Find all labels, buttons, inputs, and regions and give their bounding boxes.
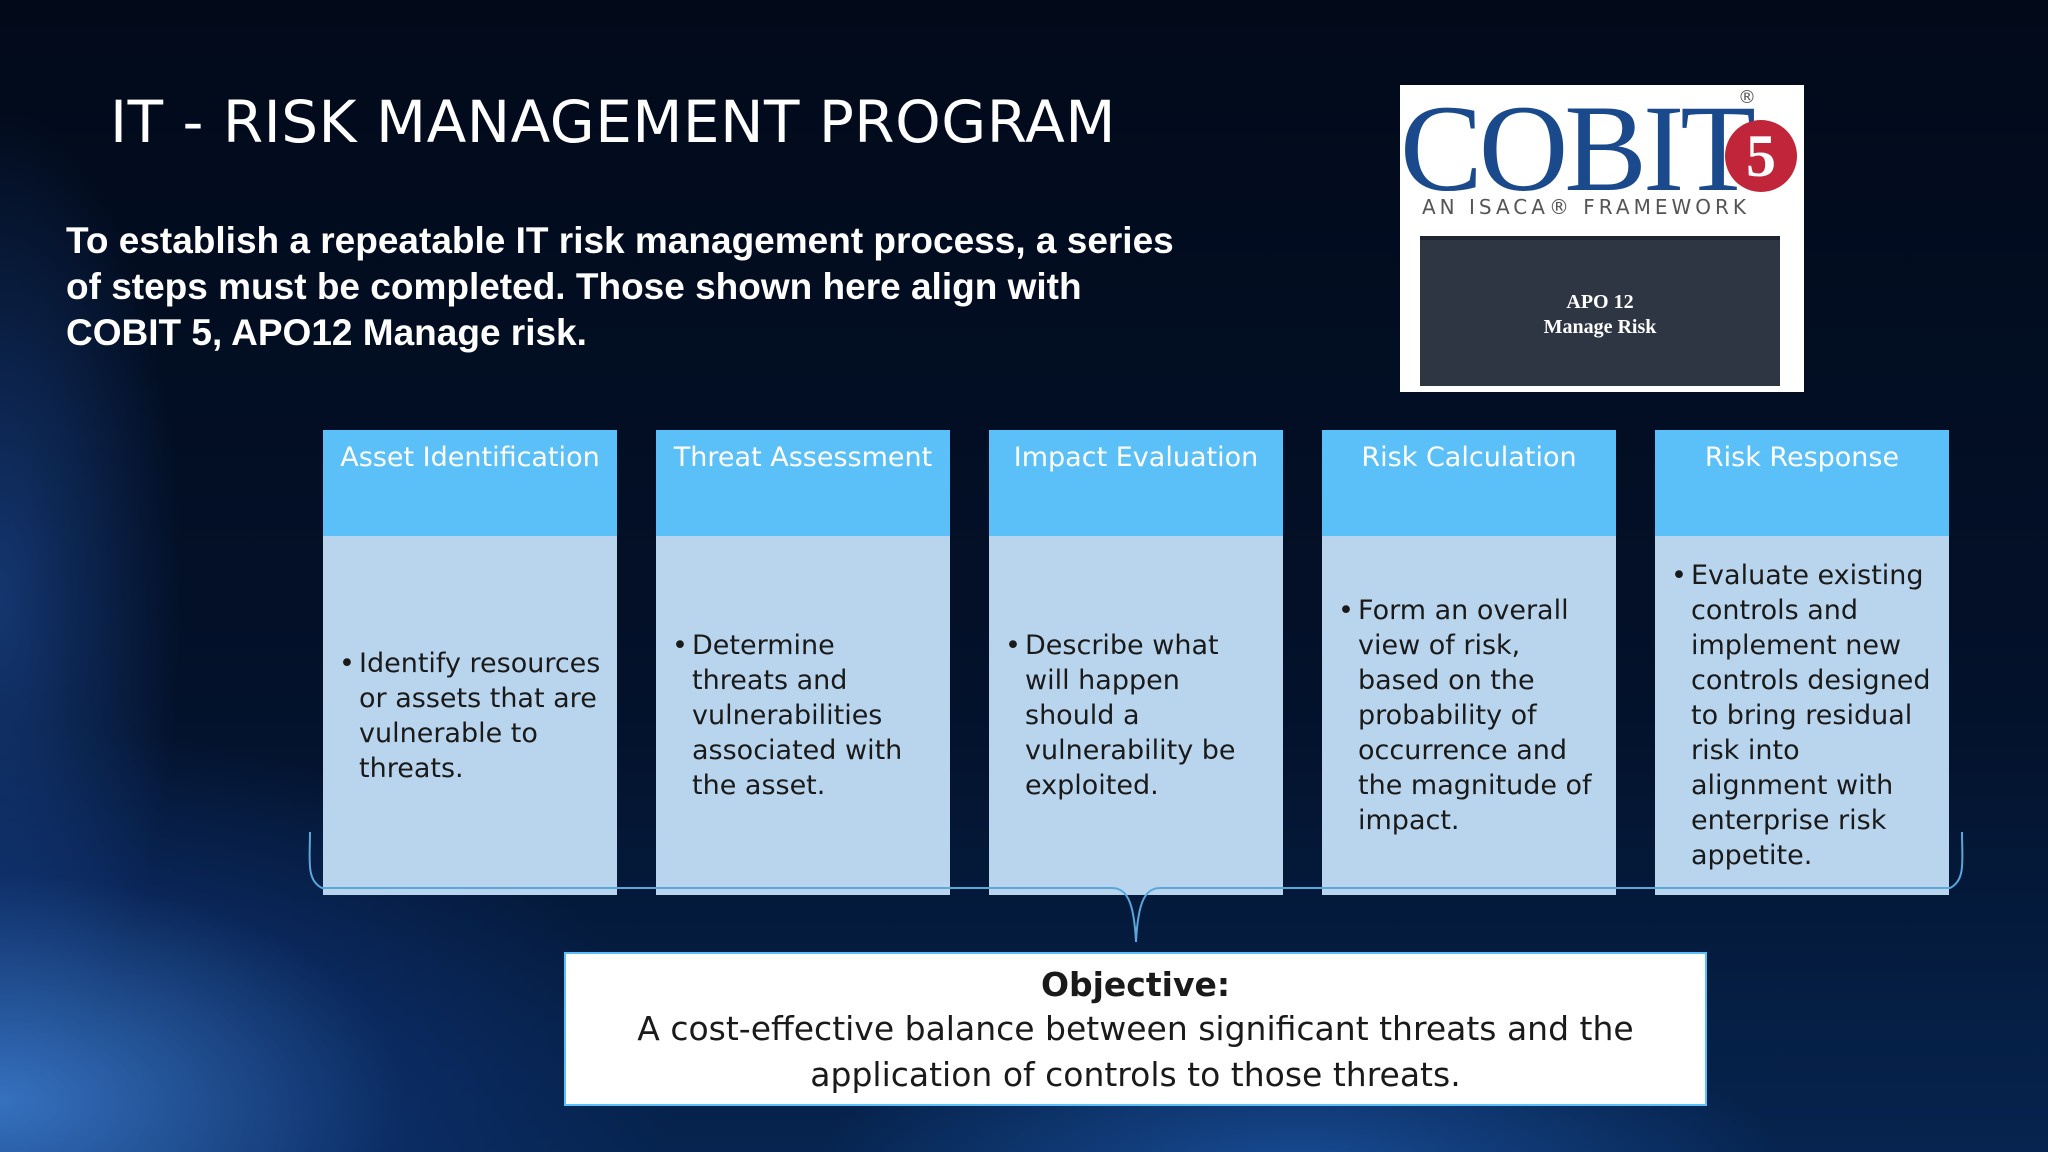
- step-bullet: • Describe what will happen should a vuln…: [1005, 628, 1269, 803]
- step-body: • Identify resources or assets that are v…: [323, 536, 617, 895]
- step-impact-evaluation: Impact Evaluation • Describe what will ha…: [989, 430, 1283, 895]
- step-text: Evaluate existing controls and implement…: [1691, 560, 1931, 871]
- brace-line: [308, 831, 1964, 943]
- step-title: Risk Calculation: [1322, 430, 1616, 536]
- step-title: Threat Assessment: [656, 430, 950, 536]
- step-body: • Determine threats and vulnerabilities a…: [656, 536, 950, 895]
- cobit-logo: COBIT ® 5 AN ISACA® FRAMEWORK APO 12 Man…: [1400, 80, 1804, 392]
- objective-text: A cost-effective balance between signifi…: [637, 1009, 1634, 1094]
- logo-five-badge: 5: [1725, 120, 1797, 192]
- apo12-label: APO 12 Manage Risk: [1543, 291, 1657, 338]
- step-body: • Evaluate existing controls and implemen…: [1655, 536, 1949, 895]
- logo-tagline: AN ISACA® FRAMEWORK: [1422, 195, 1750, 219]
- step-text: Identify resources or assets that are vu…: [359, 647, 601, 784]
- step-asset-identification: Asset Identification • Identify resources…: [323, 430, 617, 895]
- step-text: Form an overall view of risk, based on t…: [1358, 595, 1592, 836]
- logo-registered-mark: ®: [1738, 87, 1756, 108]
- logo-wordmark: COBIT: [1400, 80, 1756, 217]
- step-body: • Form an overall view of risk, based on …: [1322, 536, 1616, 895]
- step-title: Risk Response: [1655, 430, 1949, 536]
- step-text: Describe what will happen should a vulne…: [1025, 630, 1236, 801]
- step-threat-assessment: Threat Assessment • Determine threats and…: [656, 430, 950, 895]
- bullet-icon: •: [1671, 560, 1687, 591]
- apo12-panel: APO 12 Manage Risk: [1420, 236, 1780, 386]
- bullet-icon: •: [1005, 630, 1021, 661]
- step-bullet: • Evaluate existing controls and implemen…: [1671, 558, 1935, 873]
- objective-title: Objective:: [1040, 965, 1231, 1004]
- step-risk-calculation: Risk Calculation • Form an overall view o…: [1322, 430, 1616, 895]
- step-text: Determine threats and vulnerabilities as…: [692, 630, 903, 801]
- step-bullet: • Form an overall view of risk, based on …: [1338, 593, 1602, 838]
- slide-title: IT - RISK MANAGEMENT PROGRAM: [110, 88, 1116, 156]
- bullet-icon: •: [339, 647, 355, 679]
- intro-text: To establish a repeatable IT risk manage…: [66, 220, 1174, 353]
- step-title: Impact Evaluation: [989, 430, 1283, 536]
- step-body: • Describe what will happen should a vuln…: [989, 536, 1283, 895]
- step-risk-response: Risk Response • Evaluate existing control…: [1655, 430, 1949, 895]
- objective-box: Objective: A cost-effective balance betw…: [564, 952, 1707, 1106]
- bullet-icon: •: [672, 630, 688, 661]
- step-bullet: • Identify resources or assets that are v…: [339, 646, 603, 786]
- grouping-brace: [308, 831, 1964, 943]
- step-title: Asset Identification: [323, 430, 617, 536]
- bullet-icon: •: [1338, 595, 1354, 626]
- step-bullet: • Determine threats and vulnerabilities a…: [672, 628, 936, 803]
